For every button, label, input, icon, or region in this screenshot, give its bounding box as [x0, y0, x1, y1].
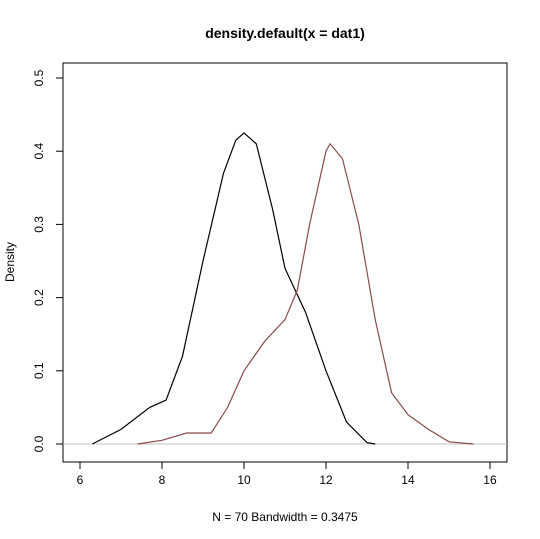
- x-tick-label: 12: [319, 473, 333, 487]
- y-tick-label: 0.5: [32, 69, 46, 86]
- y-tick-label: 0.0: [32, 435, 46, 452]
- x-tick-label: 8: [159, 473, 166, 487]
- y-axis-label: Density: [3, 242, 17, 282]
- x-tick-label: 10: [237, 473, 251, 487]
- density-line: [92, 132, 376, 445]
- density-line: [137, 142, 474, 445]
- x-tick-label: 14: [401, 473, 415, 487]
- chart-title: density.default(x = dat1): [205, 25, 365, 41]
- y-tick-label: 0.3: [32, 216, 46, 233]
- x-tick-label: 6: [77, 473, 84, 487]
- plot-frame: [62, 62, 508, 463]
- y-tick-label: 0.4: [32, 143, 46, 160]
- x-tick-label: 16: [483, 473, 497, 487]
- y-tick-label: 0.2: [32, 289, 46, 306]
- x-axis-label: N = 70 Bandwidth = 0.3475: [212, 510, 358, 524]
- y-tick-label: 0.1: [32, 362, 46, 379]
